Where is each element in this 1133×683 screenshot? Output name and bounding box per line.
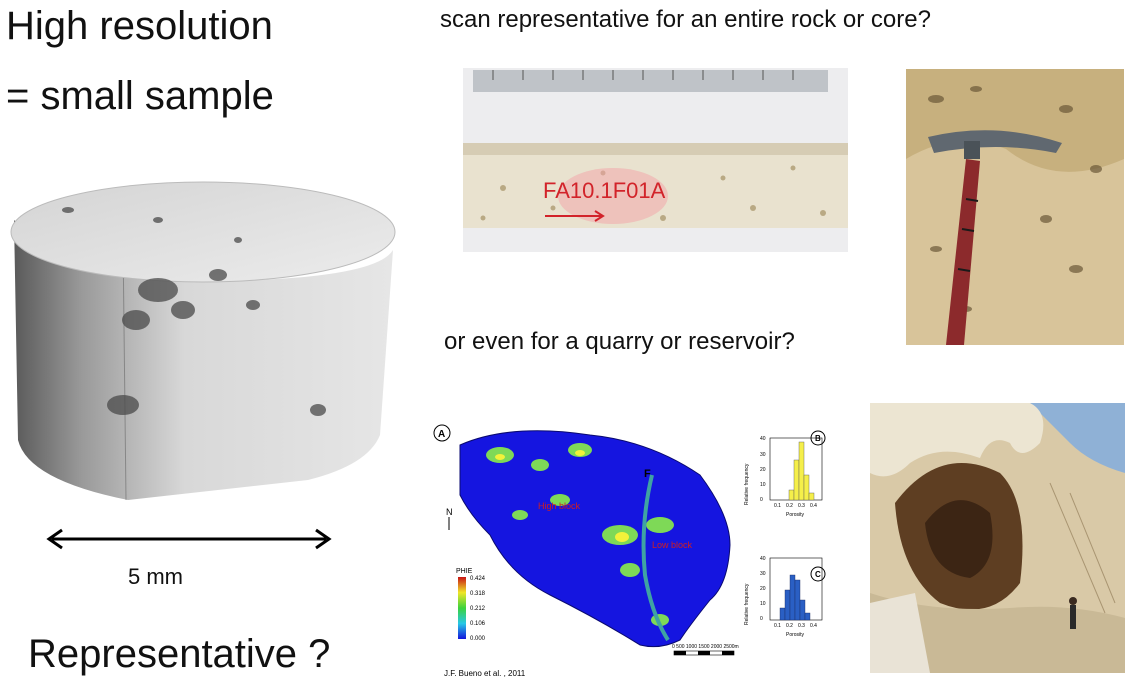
- hist-b-xtick: 0.2: [786, 503, 793, 509]
- hist-b-xlabel: Porosity: [786, 512, 805, 518]
- scale-arrow: [46, 528, 332, 550]
- colorbar-tick: 0.318: [470, 591, 486, 597]
- hist-c-xtick: 0.1: [774, 623, 781, 629]
- colorbar-title: PHIE: [456, 568, 473, 575]
- hist-b-ytick: 30: [760, 452, 766, 458]
- micro-ct-sample-image: [10, 181, 396, 501]
- mid-question: or even for a quarry or reservoir?: [444, 328, 795, 355]
- core-photo: FA10.1F01A: [463, 68, 848, 252]
- top-question: scan representative for an entire rock o…: [440, 6, 931, 33]
- hist-c-ytick: 10: [760, 601, 766, 607]
- hist-c-ytick: 20: [760, 586, 766, 592]
- scale-bar-ticks: 0 500 1000 1500 2000 2500m: [672, 644, 739, 650]
- hist-b-ytick: 10: [760, 482, 766, 488]
- rock-hammer-photo: [906, 69, 1124, 345]
- reservoir-map-figure: A F High block Low block N PHIE 0.424 0.…: [430, 405, 830, 680]
- hist-b-xtick: 0.4: [810, 503, 817, 509]
- colorbar-tick: 0.212: [470, 606, 486, 612]
- north-label: N: [446, 507, 453, 517]
- hist-c-ylabel: Relative frequency: [744, 583, 750, 625]
- hist-c-xtick: 0.3: [798, 623, 805, 629]
- colorbar-tick: 0.106: [470, 621, 486, 627]
- hist-c-xtick: 0.2: [786, 623, 793, 629]
- title-small-sample: = small sample: [6, 74, 274, 118]
- quarry-photo: [870, 403, 1125, 673]
- panel-b-label: B: [815, 434, 821, 443]
- panel-c-label: C: [815, 570, 821, 579]
- hist-c-xtick: 0.4: [810, 623, 817, 629]
- low-block-label: Low block: [652, 540, 693, 550]
- representative-question: Representative ?: [28, 632, 331, 676]
- high-block-label: High block: [538, 501, 581, 511]
- hist-b-ytick: 0: [760, 497, 763, 503]
- colorbar-tick: 0.424: [470, 576, 486, 582]
- hist-b-xtick: 0.3: [798, 503, 805, 509]
- scale-label: 5 mm: [128, 564, 183, 589]
- hist-c-xlabel: Porosity: [786, 632, 805, 638]
- hist-c-ytick: 30: [760, 571, 766, 577]
- core-label: FA10.1F01A: [543, 178, 666, 203]
- fault-label: F: [644, 468, 651, 480]
- title-high-resolution: High resolution: [6, 4, 273, 48]
- hist-b-ytick: 20: [760, 467, 766, 473]
- hist-b-ytick: 40: [760, 436, 766, 442]
- hist-c-ytick: 0: [760, 616, 763, 622]
- colorbar-tick: 0.000: [470, 636, 486, 642]
- hist-c-ytick: 40: [760, 556, 766, 562]
- hist-b-ylabel: Relative frequency: [744, 463, 750, 505]
- figure-credit: J.F. Bueno et al. , 2011: [444, 669, 526, 678]
- panel-a-label: A: [438, 429, 445, 440]
- hist-b-xtick: 0.1: [774, 503, 781, 509]
